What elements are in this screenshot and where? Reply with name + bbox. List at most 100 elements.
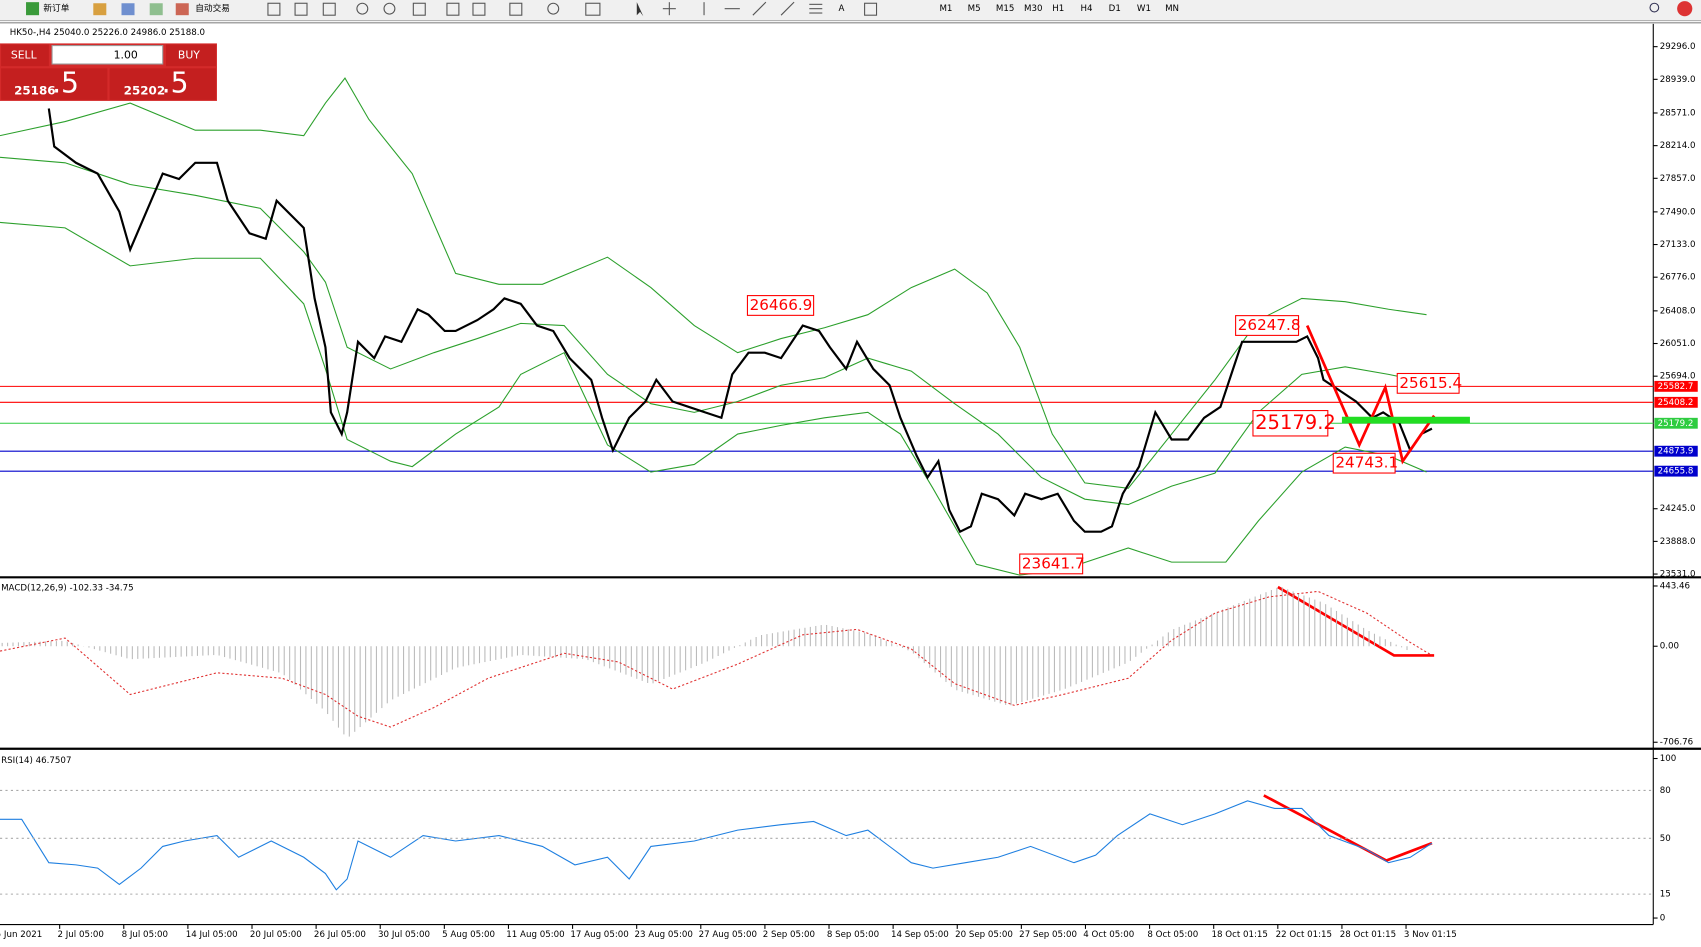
rsi-tick-label: 100 bbox=[1660, 754, 1677, 764]
chart-header: HK50-,H4 25040.0 25226.0 24986.0 25188.0 bbox=[10, 28, 205, 38]
timeframe-button[interactable]: W1 bbox=[1137, 4, 1151, 14]
time-tick-label: 8 Jul 05:00 bbox=[122, 930, 168, 940]
timeframe-button[interactable]: D1 bbox=[1109, 4, 1121, 14]
time-tick-label: 20 Jul 05:00 bbox=[250, 930, 302, 940]
time-tick-label: 8 Sep 05:00 bbox=[827, 930, 879, 940]
volume-input[interactable] bbox=[51, 45, 164, 65]
timeframe-button[interactable]: H1 bbox=[1052, 4, 1064, 14]
rsi-tick-label: 80 bbox=[1660, 786, 1671, 796]
search-icon[interactable] bbox=[1649, 2, 1660, 13]
price-level-tag bbox=[1654, 396, 1698, 408]
price-annotation-box bbox=[1332, 452, 1396, 474]
notification-badge[interactable] bbox=[1677, 1, 1693, 17]
sell-price-fraction: .5 bbox=[52, 67, 79, 100]
new-order-button[interactable]: 新订单 bbox=[43, 2, 69, 14]
new-order-icon[interactable] bbox=[26, 2, 40, 16]
auto-trading-button[interactable]: 自动交易 bbox=[195, 2, 230, 14]
price-annotation-box bbox=[1019, 553, 1084, 575]
toolbar bbox=[0, 0, 1701, 21]
price-tick-label: 25694.0 bbox=[1660, 372, 1696, 382]
time-tick-label: 18 Oct 01:15 bbox=[1212, 930, 1268, 940]
timeframe-button[interactable]: M15 bbox=[996, 4, 1014, 14]
timeframe-button[interactable]: M30 bbox=[1024, 4, 1042, 14]
price-level-tag bbox=[1654, 445, 1698, 457]
timeframe-button[interactable]: MN bbox=[1165, 4, 1179, 14]
time-tick-label: 28 Oct 01:15 bbox=[1340, 930, 1396, 940]
buy-button[interactable] bbox=[165, 44, 216, 67]
price-tick-label: 28214.0 bbox=[1660, 141, 1696, 151]
time-tick-label: 14 Jul 05:00 bbox=[186, 930, 238, 940]
rsi-tick-label: 0 bbox=[1660, 914, 1666, 924]
sell-button[interactable] bbox=[1, 44, 49, 67]
sell-label[interactable]: SELL bbox=[11, 48, 37, 61]
time-tick-label: 23 Aug 05:00 bbox=[635, 930, 693, 940]
auto-trading-icon[interactable] bbox=[175, 3, 189, 16]
price-level-label: 24655.8 bbox=[1658, 467, 1694, 477]
price-tick-label: 26408.0 bbox=[1660, 306, 1696, 316]
tool-icon[interactable] bbox=[149, 3, 163, 16]
time-tick-label: 26 Jul 05:00 bbox=[314, 930, 366, 940]
price-annotation: 26247.8 bbox=[1238, 316, 1301, 334]
timeframe-button[interactable]: H4 bbox=[1080, 4, 1093, 14]
buy-price: 25202 bbox=[124, 84, 165, 98]
time-tick-label: 8 Oct 05:00 bbox=[1147, 930, 1198, 940]
price-annotation-box bbox=[1252, 410, 1329, 437]
price-level-tag bbox=[1654, 380, 1698, 392]
price-level-label: 25179.2 bbox=[1658, 419, 1694, 429]
time-tick-label: 30 Jul 05:00 bbox=[378, 930, 430, 940]
time-tick-label: 20 Sep 05:00 bbox=[955, 930, 1013, 940]
macd-tick-label: 443.46 bbox=[1660, 581, 1690, 591]
price-tick-label: 24245.0 bbox=[1660, 504, 1696, 514]
rsi-title: RSI(14) 46.7507 bbox=[1, 756, 71, 766]
sell-price: 25186 bbox=[14, 84, 55, 98]
price-annotation: 25615.4 bbox=[1399, 374, 1462, 392]
price-tick-label: 26776.0 bbox=[1660, 273, 1696, 283]
price-level-tag bbox=[1654, 417, 1698, 429]
price-level-label: 24873.9 bbox=[1658, 447, 1694, 457]
price-tick-label: 27133.0 bbox=[1660, 240, 1696, 250]
tool-icon[interactable] bbox=[93, 3, 107, 16]
price-tick-label: 26051.0 bbox=[1660, 339, 1696, 349]
price-tick-label: 27490.0 bbox=[1660, 207, 1696, 217]
rsi-tick-label: 15 bbox=[1660, 890, 1671, 900]
macd-title: MACD(12,26,9) -102.33 -34.75 bbox=[1, 584, 134, 594]
time-tick-label: 5 Jun 2021 bbox=[0, 930, 42, 940]
macd-signal bbox=[0, 590, 1433, 728]
buy-price-fraction: .5 bbox=[162, 67, 189, 100]
time-tick-label: 3 Nov 01:15 bbox=[1404, 930, 1457, 940]
price-level-label: 25582.7 bbox=[1658, 382, 1694, 392]
time-tick-label: 14 Sep 05:00 bbox=[891, 930, 949, 940]
time-tick-label: 2 Jul 05:00 bbox=[57, 930, 103, 940]
price-tick-label: 28571.0 bbox=[1660, 108, 1696, 118]
price-tick-label: 28939.0 bbox=[1660, 75, 1696, 85]
tool-icons bbox=[267, 1, 878, 16]
price-annotation: 26466.9 bbox=[750, 296, 813, 314]
macd-tick-label: 0.00 bbox=[1660, 642, 1679, 652]
tool-icon[interactable] bbox=[121, 3, 135, 16]
time-tick-label: 4 Oct 05:00 bbox=[1083, 930, 1134, 940]
time-tick-label: 5 Aug 05:00 bbox=[442, 930, 495, 940]
time-tick-label: 2 Sep 05:00 bbox=[763, 930, 815, 940]
buy-price-box[interactable] bbox=[109, 68, 216, 100]
price-annotation-box bbox=[1235, 315, 1300, 336]
sell-price-box[interactable] bbox=[1, 68, 108, 100]
text-tool[interactable]: A bbox=[839, 4, 845, 14]
bollinger-bands bbox=[0, 77, 1427, 576]
trend-arrows bbox=[1263, 325, 1436, 863]
time-tick-label: 17 Aug 05:00 bbox=[570, 930, 628, 940]
price-tick-label: 23531.0 bbox=[1660, 570, 1696, 580]
price-line bbox=[47, 108, 1433, 534]
timeframe-button[interactable]: M5 bbox=[968, 4, 981, 14]
price-annotation: 24743.1 bbox=[1335, 454, 1398, 472]
price-annotation-box bbox=[1396, 372, 1460, 394]
time-tick-label: 27 Sep 05:00 bbox=[1019, 930, 1077, 940]
price-annotation: 23641.7 bbox=[1022, 554, 1085, 572]
buy-label[interactable]: BUY bbox=[178, 48, 200, 61]
price-annotation-box bbox=[746, 295, 815, 316]
time-tick-label: 22 Oct 01:15 bbox=[1276, 930, 1332, 940]
timeframe-button[interactable]: M1 bbox=[939, 4, 952, 14]
volume-value[interactable]: 1.00 bbox=[114, 48, 138, 61]
macd-tick-label: -706.76 bbox=[1660, 738, 1693, 748]
rsi-line bbox=[0, 800, 1433, 891]
